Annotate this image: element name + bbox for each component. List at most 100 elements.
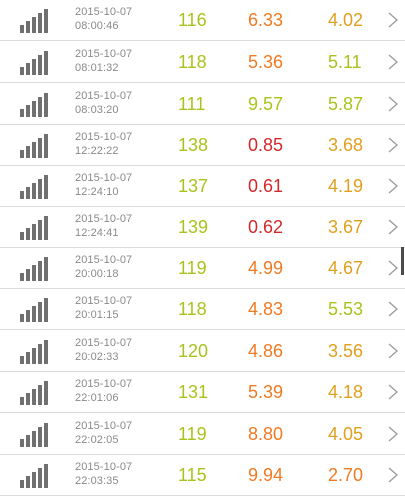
chevron-right-icon[interactable] [385,136,401,154]
signal-bar [26,146,30,158]
signal-bar [32,306,36,322]
signal-bar [44,134,48,158]
chevron-right-icon[interactable] [385,53,401,71]
signal-bar [26,228,30,240]
value-1: 111 [178,94,206,114]
value-2: 9.94 [248,465,284,485]
signal-bar [26,63,30,75]
time-label: 20:01:15 [75,309,119,321]
list-item[interactable]: 2015-10-07 08:01:32 118 5.36 5.11 [0,42,405,83]
signal-bar [26,21,30,33]
timestamp: 2015-10-07 20:00:18 [75,253,132,281]
signal-bar [26,476,30,488]
signal-bar [20,397,24,405]
date-label: 2015-10-07 [75,337,133,349]
signal-bar [38,302,42,322]
chevron-right-icon[interactable] [385,218,401,236]
signal-bar [38,179,42,199]
signal-strength-icon [20,91,52,117]
signal-bar [44,423,48,447]
chevron-right-icon[interactable] [385,342,401,360]
signal-bar [32,59,36,75]
signal-bar [44,464,48,488]
signal-bar [20,109,24,117]
time-label: 08:03:20 [75,104,119,116]
chevron-right-icon[interactable] [385,425,401,443]
value-1: 131 [178,382,209,402]
value-1: 119 [178,258,207,278]
value-1: 118 [178,299,207,319]
date-label: 2015-10-07 [75,6,133,18]
list-item[interactable]: 2015-10-07 22:03:35 115 9.94 2.70 [0,455,405,496]
timestamp: 2015-10-07 12:24:10 [75,171,132,199]
value-3: 3.56 [328,341,364,361]
value-1: 115 [178,465,207,485]
signal-strength-icon [20,296,52,322]
chevron-right-icon[interactable] [385,11,401,29]
timestamp: 2015-10-07 12:24:41 [75,212,132,240]
time-label: 20:00:18 [75,268,119,280]
signal-bar [32,17,36,33]
list-item[interactable]: 2015-10-07 22:02:05 119 8.80 4.05 [0,414,405,455]
value-1: 139 [178,217,209,237]
value-1: 137 [178,176,209,196]
chevron-right-icon[interactable] [385,95,401,113]
list-item[interactable]: 2015-10-07 20:00:18 119 4.99 4.67 [0,248,405,289]
value-2: 6.33 [248,10,284,30]
chevron-right-icon[interactable] [385,300,401,318]
signal-strength-icon [20,255,52,281]
signal-bar [26,310,30,322]
signal-bar [38,55,42,75]
list-item[interactable]: 2015-10-07 20:02:33 120 4.86 3.56 [0,331,405,372]
time-label: 08:00:46 [75,20,119,32]
list-item[interactable]: 2015-10-07 08:03:20 111 9.57 5.87 [0,84,405,125]
timestamp: 2015-10-07 22:02:05 [75,419,132,447]
signal-bar [20,314,24,322]
date-label: 2015-10-07 [75,378,133,390]
signal-bar [44,93,48,117]
value-2: 4.83 [248,299,284,319]
value-3: 4.18 [328,382,364,402]
signal-bar [20,25,24,33]
list-item[interactable]: 2015-10-07 12:24:10 137 0.61 4.19 [0,166,405,207]
value-3: 2.70 [328,465,364,485]
signal-strength-icon [20,49,52,75]
chevron-right-icon[interactable] [385,177,401,195]
signal-bar [26,435,30,447]
time-label: 12:24:41 [75,227,119,239]
value-2: 0.62 [248,217,284,237]
list-item[interactable]: 2015-10-07 12:24:41 139 0.62 3.67 [0,207,405,248]
value-2: 4.99 [248,258,284,278]
chevron-right-icon[interactable] [385,466,401,484]
list-item[interactable]: 2015-10-07 12:22:22 138 0.85 3.68 [0,125,405,166]
scrollbar-thumb[interactable] [401,247,404,275]
value-1: 120 [178,341,209,361]
time-label: 22:02:05 [75,434,119,446]
signal-bar [26,187,30,199]
value-3: 5.87 [328,94,364,114]
list-item[interactable]: 2015-10-07 20:01:15 118 4.83 5.53 [0,289,405,330]
signal-bar [32,389,36,405]
time-label: 12:22:22 [75,145,119,157]
value-3: 5.53 [328,299,364,319]
signal-bar [32,101,36,117]
signal-bar [38,344,42,364]
signal-bar [32,265,36,281]
signal-bar [26,393,30,405]
date-label: 2015-10-07 [75,254,133,266]
list-item[interactable]: 2015-10-07 08:00:46 116 6.33 4.02 [0,0,405,41]
chevron-right-icon[interactable] [385,383,401,401]
signal-bar [44,216,48,240]
value-3: 4.19 [328,176,364,196]
signal-bar [44,257,48,281]
date-label: 2015-10-07 [75,213,133,225]
date-label: 2015-10-07 [75,48,133,60]
chevron-right-icon[interactable] [385,259,401,277]
signal-bar [20,480,24,488]
signal-strength-icon [20,421,52,447]
value-2: 0.85 [248,135,284,155]
value-2: 9.57 [248,94,284,114]
value-1: 119 [178,424,207,444]
list-item[interactable]: 2015-10-07 22:01:06 131 5.39 4.18 [0,372,405,413]
signal-bar [32,224,36,240]
